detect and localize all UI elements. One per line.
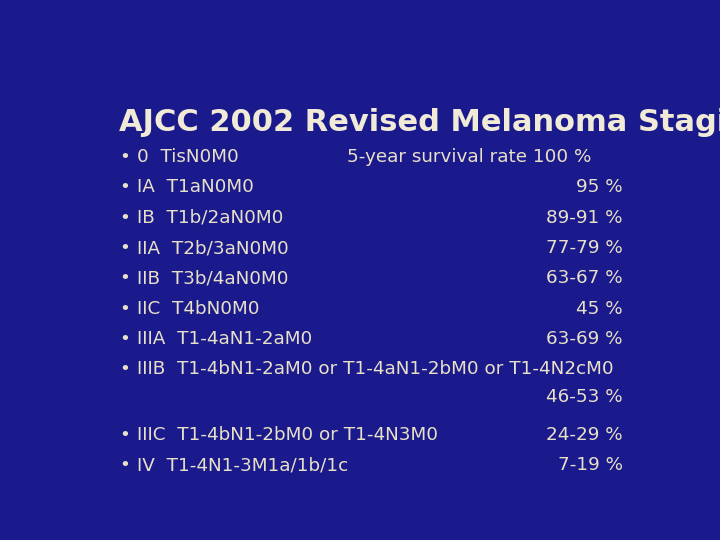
Text: IIIC  T1-4bN1-2bM0 or T1-4N3M0: IIIC T1-4bN1-2bM0 or T1-4N3M0 xyxy=(138,426,438,444)
Text: IIB  T3b/4aN0M0: IIB T3b/4aN0M0 xyxy=(138,269,289,287)
Text: 7-19 %: 7-19 % xyxy=(558,456,623,474)
Text: 95 %: 95 % xyxy=(576,178,623,197)
Text: IIA  T2b/3aN0M0: IIA T2b/3aN0M0 xyxy=(138,239,289,257)
Text: 0  TisN0M0: 0 TisN0M0 xyxy=(138,148,239,166)
Text: •: • xyxy=(119,300,130,318)
Text: •: • xyxy=(119,269,130,287)
Text: •: • xyxy=(119,148,130,166)
Text: IB  T1b/2aN0M0: IB T1b/2aN0M0 xyxy=(138,208,284,227)
Text: IIIA  T1-4aN1-2aM0: IIIA T1-4aN1-2aM0 xyxy=(138,330,312,348)
Text: •: • xyxy=(119,239,130,257)
Text: IIIB  T1-4bN1-2aM0 or T1-4aN1-2bM0 or T1-4N2cM0: IIIB T1-4bN1-2aM0 or T1-4aN1-2bM0 or T1-… xyxy=(138,360,614,379)
Text: IIC  T4bN0M0: IIC T4bN0M0 xyxy=(138,300,260,318)
Text: AJCC 2002 Revised Melanoma Staging: AJCC 2002 Revised Melanoma Staging xyxy=(119,109,720,138)
Text: 24-29 %: 24-29 % xyxy=(546,426,623,444)
Text: •: • xyxy=(119,360,130,379)
Text: 77-79 %: 77-79 % xyxy=(546,239,623,257)
Text: IA  T1aN0M0: IA T1aN0M0 xyxy=(138,178,254,197)
Text: •: • xyxy=(119,426,130,444)
Text: 45 %: 45 % xyxy=(576,300,623,318)
Text: 63-69 %: 63-69 % xyxy=(546,330,623,348)
Text: IV  T1-4N1-3M1a/1b/1c: IV T1-4N1-3M1a/1b/1c xyxy=(138,456,348,474)
Text: •: • xyxy=(119,456,130,474)
Text: 89-91 %: 89-91 % xyxy=(546,208,623,227)
Text: •: • xyxy=(119,330,130,348)
Text: 46-53 %: 46-53 % xyxy=(546,388,623,407)
Text: •: • xyxy=(119,178,130,197)
Text: •: • xyxy=(119,208,130,227)
Text: 5-year survival rate 100 %: 5-year survival rate 100 % xyxy=(347,148,591,166)
Text: 63-67 %: 63-67 % xyxy=(546,269,623,287)
